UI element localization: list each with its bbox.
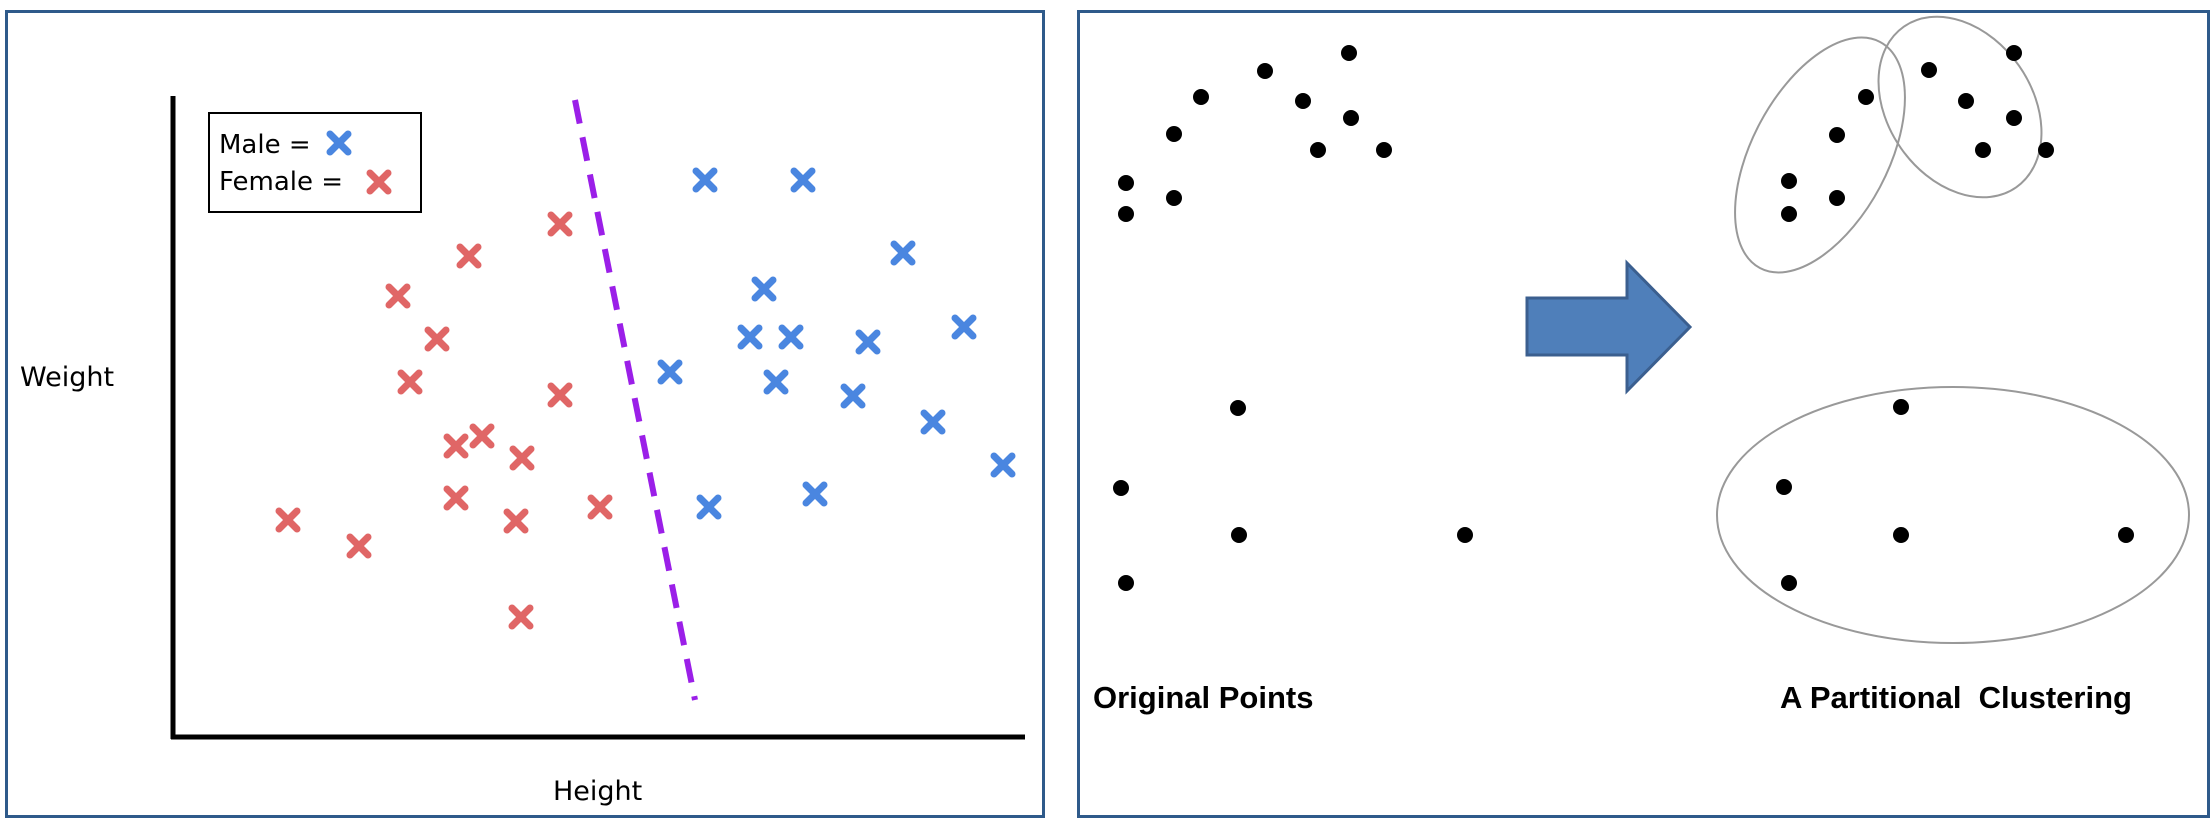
- male-point: [778, 324, 804, 350]
- y-axis-label: Weight: [20, 362, 114, 393]
- female-point: [456, 243, 482, 269]
- original-point: [1118, 206, 1134, 222]
- female-point: [587, 494, 613, 520]
- male-point: [696, 494, 722, 520]
- original-point: [1457, 527, 1473, 543]
- decision-boundary: [572, 99, 698, 701]
- female-point: [346, 533, 372, 559]
- cluster-point: [2118, 527, 2134, 543]
- male-point: [737, 324, 763, 350]
- female-point: [547, 382, 573, 408]
- cluster-point: [1781, 206, 1797, 222]
- cluster-point: [1829, 127, 1845, 143]
- female-point: [385, 283, 411, 309]
- cluster-point: [1921, 62, 1937, 78]
- original-point: [1310, 142, 1326, 158]
- original-point: [1118, 175, 1134, 191]
- classification-panel: [5, 10, 1045, 818]
- male-point: [855, 329, 881, 355]
- original-point: [1118, 575, 1134, 591]
- male-point: [657, 359, 683, 385]
- legend-female-marker: [366, 169, 392, 195]
- female-point: [503, 508, 529, 534]
- male-point: [751, 276, 777, 302]
- male-point: [692, 167, 718, 193]
- female-point: [397, 369, 423, 395]
- female-point: [424, 326, 450, 352]
- cluster-point: [1893, 399, 1909, 415]
- female-point: [509, 445, 535, 471]
- legend-male-label: Male =: [219, 130, 311, 160]
- original-point: [1193, 89, 1209, 105]
- female-point: [275, 507, 301, 533]
- cluster-ellipse-2: [1877, 15, 2043, 199]
- female-point: [443, 485, 469, 511]
- legend: Male = Female =: [208, 112, 422, 213]
- original-point: [1341, 45, 1357, 61]
- original-point: [1376, 142, 1392, 158]
- legend-female-label: Female =: [219, 167, 343, 197]
- original-point: [1295, 93, 1311, 109]
- cluster-point: [2006, 110, 2022, 126]
- female-point: [508, 604, 534, 630]
- cluster-point: [2006, 45, 2022, 61]
- male-point: [840, 383, 866, 409]
- male-point: [890, 240, 916, 266]
- x-axis-label: Height: [553, 776, 642, 807]
- original-points: [1113, 45, 1473, 591]
- right-arrow-icon: [1525, 259, 1693, 395]
- male-point: [802, 481, 828, 507]
- female-point: [443, 433, 469, 459]
- legend-male-marker: [326, 130, 352, 156]
- original-point: [1257, 63, 1273, 79]
- original-point: [1230, 400, 1246, 416]
- cluster-ellipse-3: [1716, 386, 2190, 644]
- original-point: [1166, 190, 1182, 206]
- male-point: [990, 452, 1016, 478]
- male-point: [763, 369, 789, 395]
- partitional-clustering-label: A Partitional Clustering: [1780, 680, 2132, 715]
- legend-box: [208, 112, 422, 213]
- cluster-point: [1975, 142, 1991, 158]
- original-point: [1113, 480, 1129, 496]
- original-points-label: Original Points: [1093, 680, 1313, 715]
- cluster-point: [1893, 527, 1909, 543]
- female-point: [547, 211, 573, 237]
- cluster-point: [1776, 479, 1792, 495]
- original-point: [1166, 126, 1182, 142]
- clustering-panel: [1077, 10, 2210, 818]
- cluster-point: [1858, 89, 1874, 105]
- female-point: [469, 423, 495, 449]
- cluster-point: [1829, 190, 1845, 206]
- cluster-point: [1781, 575, 1797, 591]
- cluster-outlines: [1716, 15, 2190, 644]
- original-point: [1343, 110, 1359, 126]
- cluster-point: [1781, 173, 1797, 189]
- male-point: [920, 409, 946, 435]
- cluster-ellipse-1: [1734, 36, 1906, 274]
- classification-points: [275, 167, 1016, 630]
- clustered-points: [1776, 45, 2134, 591]
- male-point: [790, 167, 816, 193]
- cluster-point: [2038, 142, 2054, 158]
- male-point: [951, 314, 977, 340]
- cluster-point: [1958, 93, 1974, 109]
- original-point: [1231, 527, 1247, 543]
